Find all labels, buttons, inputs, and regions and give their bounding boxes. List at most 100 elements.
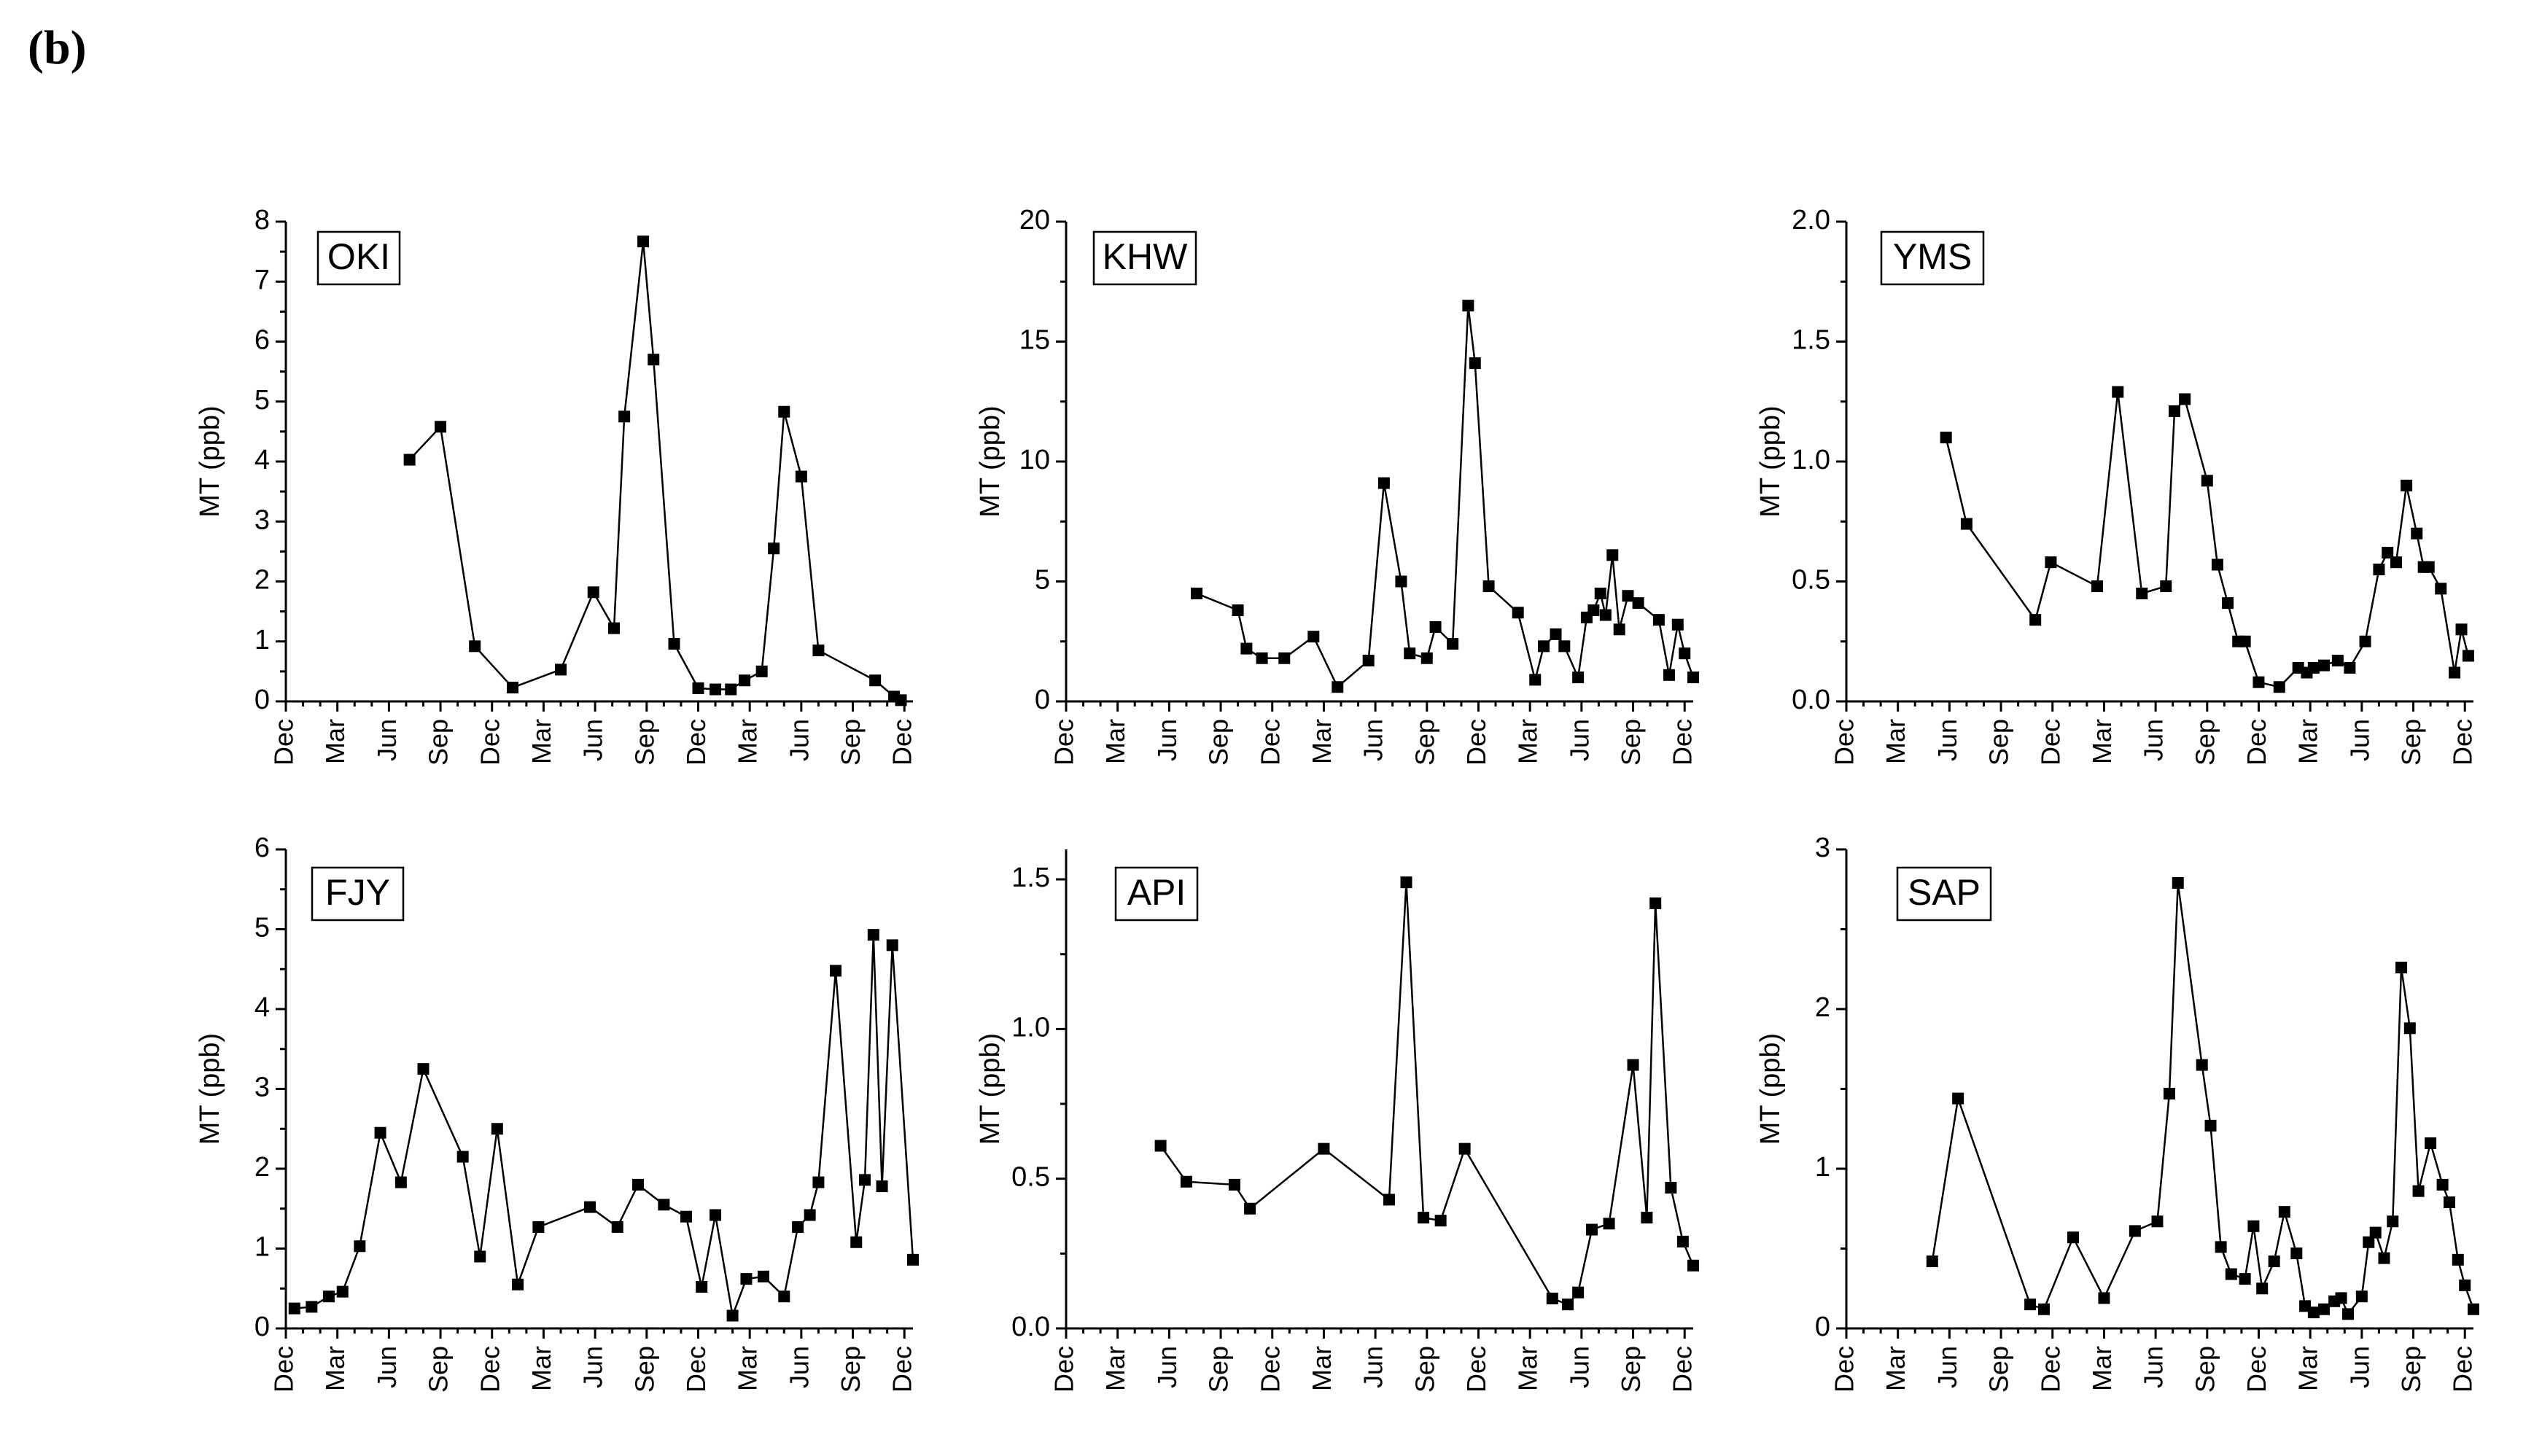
y-tick-label: 1.5: [1792, 325, 1830, 356]
data-point: [2179, 393, 2191, 405]
x-tick-label: Dec: [2242, 1346, 2271, 1393]
data-point: [2201, 475, 2213, 487]
data-point: [755, 665, 768, 677]
data-point: [680, 1210, 692, 1223]
data-point: [804, 1209, 816, 1221]
data-point: [2268, 1255, 2280, 1268]
data-point: [725, 683, 737, 696]
data-point: [2037, 1303, 2050, 1315]
x-tick-label: Jun: [2139, 1346, 2169, 1388]
site-label-box: [1114, 866, 1199, 922]
x-tick-label: Mar: [733, 719, 763, 764]
data-point: [1404, 647, 1416, 660]
x-tick-label: Dec: [2242, 719, 2271, 766]
data-point: [1663, 669, 1676, 681]
x-tick-label: Sep: [2190, 1346, 2220, 1393]
data-point: [2247, 1220, 2260, 1232]
x-tick-label: Mar: [2087, 1346, 2117, 1391]
data-point: [758, 1270, 770, 1282]
data-point: [1687, 671, 1699, 684]
data-point: [554, 663, 567, 676]
x-tick-label: Sep: [1204, 1346, 1234, 1393]
y-tick-label: 4: [254, 992, 270, 1023]
x-tick-label: Mar: [1100, 719, 1130, 764]
data-point: [1377, 477, 1390, 489]
data-point: [1603, 1218, 1615, 1230]
data-point: [668, 638, 680, 650]
data-point: [637, 235, 650, 248]
data-point: [1599, 609, 1612, 621]
site-label-box: [1092, 230, 1197, 286]
y-tick-label: 6: [254, 833, 270, 863]
data-point: [869, 674, 882, 687]
data-point: [2222, 597, 2234, 610]
data-point: [2045, 556, 2057, 569]
data-point: [2335, 1292, 2347, 1304]
chart-panel-api: 0.0 0.5 1.0 1.5 Dec Mar Jun Sep Dec Mar Jun Sep Dec M…: [975, 849, 1699, 1393]
data-point: [1191, 587, 1203, 599]
x-tick-label: Mar: [2087, 719, 2117, 764]
x-tick-label: Mar: [1100, 1346, 1130, 1391]
site-label: KHW: [1103, 236, 1188, 277]
data-point: [1318, 1142, 1330, 1155]
y-tick-label: 0: [254, 1312, 270, 1342]
data-point: [1926, 1255, 1938, 1268]
data-point: [907, 1253, 919, 1266]
x-tick-label: Sep: [1984, 719, 2014, 766]
data-point: [895, 694, 907, 706]
data-point: [2459, 1279, 2471, 1291]
x-tick-label: Dec: [269, 1346, 299, 1393]
x-tick-label: Sep: [2190, 719, 2220, 766]
series-line: [294, 935, 914, 1320]
y-tick-label: 2: [254, 1152, 270, 1183]
data-point: [512, 1278, 524, 1290]
x-tick-label: Dec: [2448, 1346, 2478, 1393]
data-point: [795, 470, 807, 483]
x-tick-label: Dec: [2448, 719, 2478, 766]
data-point: [1594, 587, 1606, 599]
data-point: [288, 1302, 300, 1315]
data-point: [1180, 1175, 1192, 1188]
data-point: [1418, 1212, 1430, 1224]
data-point: [532, 1221, 545, 1233]
data-point: [876, 1180, 888, 1193]
site-label: YMS: [1893, 236, 1972, 277]
x-tick-label: Mar: [2293, 1346, 2323, 1391]
data-point: [2307, 1307, 2320, 1319]
x-tick-label: Dec: [1668, 1346, 1698, 1393]
data-point: [1307, 631, 1320, 643]
data-point: [1606, 549, 1619, 561]
x-tick-label: Mar: [526, 1346, 556, 1391]
y-tick-label: 5: [254, 913, 270, 943]
x-tick-label: Dec: [2035, 1346, 2065, 1393]
y-axis-label: MT (ppb): [1755, 405, 1786, 517]
y-tick-label: 1: [254, 1232, 270, 1263]
data-point: [648, 354, 660, 366]
x-tick-label: Jun: [578, 719, 608, 761]
x-tick-label: Jun: [1932, 719, 1962, 761]
data-point: [1550, 628, 1562, 640]
data-point: [1641, 1212, 1653, 1224]
panel-label: (b): [28, 21, 87, 74]
chart-panel-khw: 0 5 10 15 20 Dec Mar Jun Sep Dec Mar Jun Sep Dec Mar Ju…: [975, 205, 1699, 766]
data-point: [2273, 681, 2285, 693]
x-tick-label: Mar: [1307, 1346, 1337, 1391]
x-tick-label: Jun: [2344, 719, 2374, 761]
x-tick-label: Dec: [2035, 719, 2065, 766]
data-point: [618, 410, 631, 423]
x-tick-label: Dec: [1668, 719, 1698, 766]
y-axis-label: MT (ppb): [195, 1033, 225, 1145]
data-point: [2369, 1226, 2382, 1239]
x-tick-label: Sep: [2396, 719, 2426, 766]
data-point: [2378, 1252, 2390, 1264]
chart-panel-oki: 0 1 2 3 4 5 6 7 8 Dec Mar Jun Sep Dec Mar Jun Sep Dec Mar J…: [195, 205, 917, 766]
x-tick-label: Dec: [1255, 1346, 1285, 1393]
data-point: [2160, 580, 2172, 593]
y-tick-label: 0.5: [1792, 565, 1830, 596]
data-point: [1462, 300, 1474, 312]
data-point: [1665, 1182, 1677, 1194]
x-tick-label: Dec: [1049, 1346, 1079, 1393]
data-point: [1512, 607, 1524, 619]
data-point: [1622, 590, 1634, 602]
data-point: [2136, 587, 2148, 599]
